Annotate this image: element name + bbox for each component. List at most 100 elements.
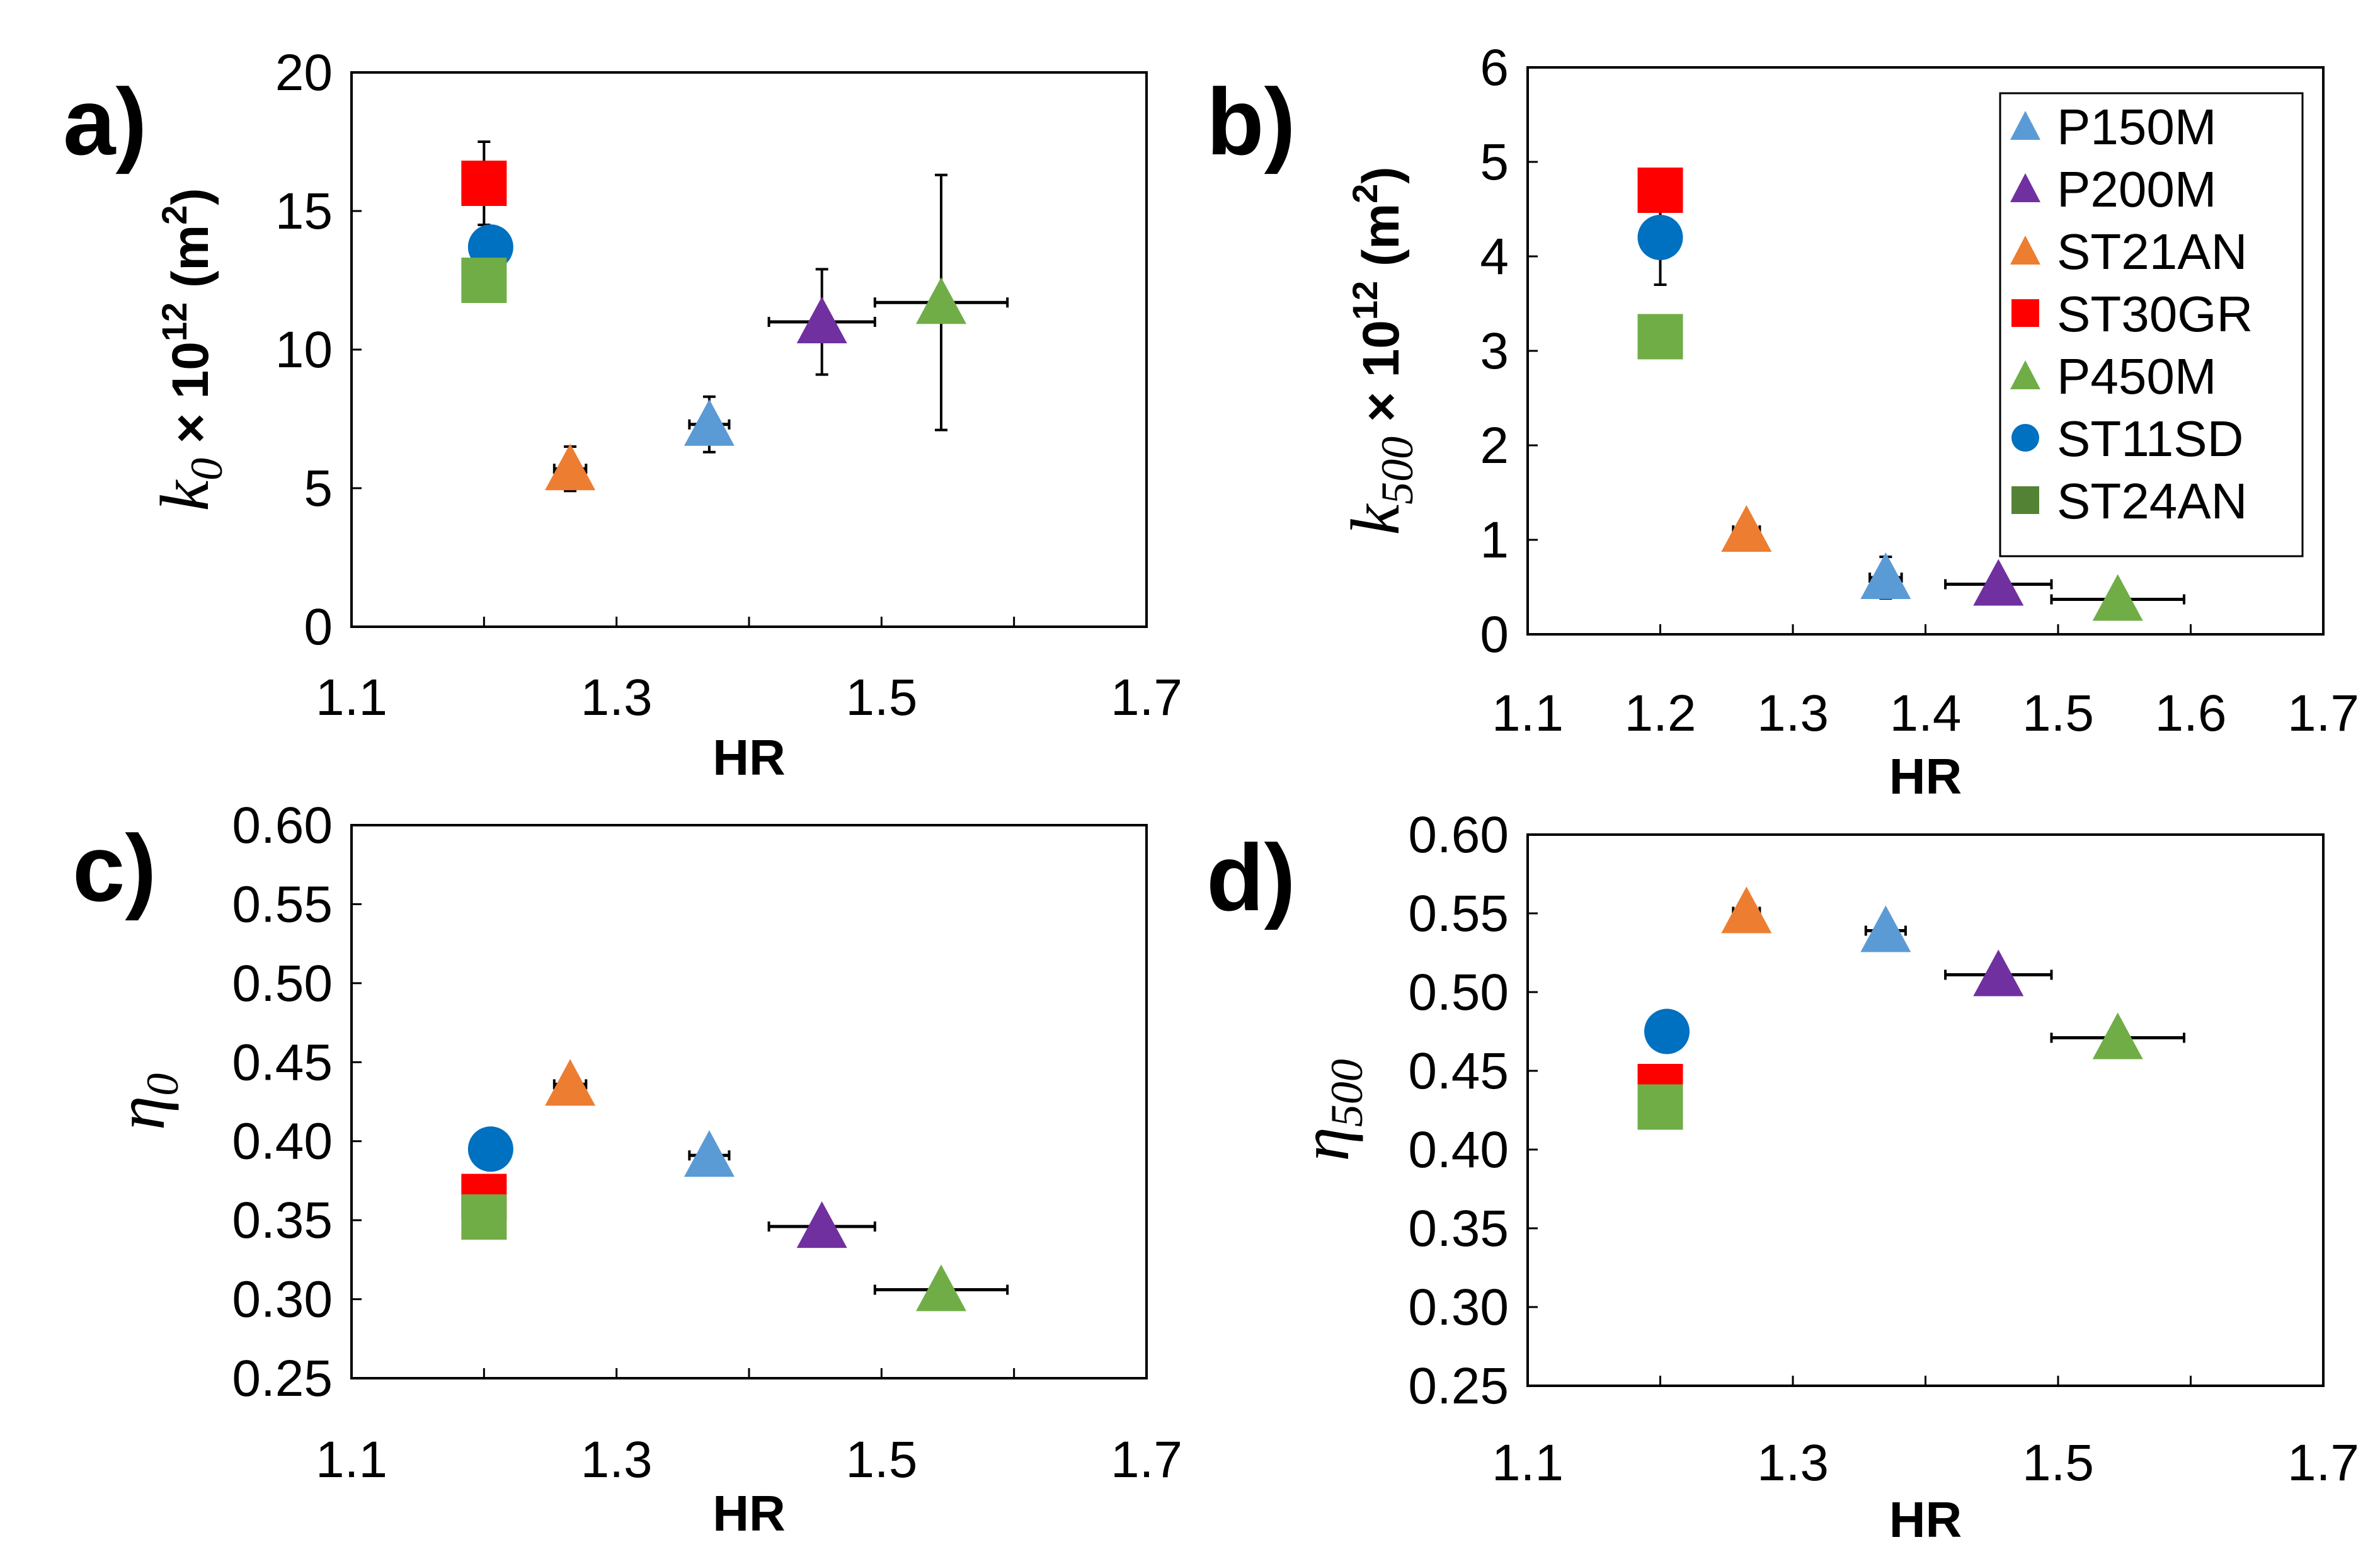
- plot-frame: [350, 71, 1148, 628]
- y-tick-label: 6: [1480, 39, 1509, 96]
- y-tick-label: 0.40: [1408, 1121, 1509, 1179]
- y-tick-label: 0.25: [232, 1350, 333, 1407]
- y-tick-label: 0.40: [232, 1113, 333, 1170]
- panel-label: a): [63, 69, 147, 174]
- y-axis-label: η0: [102, 1073, 188, 1131]
- data-point-st21an: [545, 443, 596, 491]
- legend-label-p450m: P450M: [2057, 348, 2216, 404]
- legend-marker-st24an: [2011, 486, 2039, 514]
- y-axis-label: k500 × 1012 (m2): [1337, 166, 1422, 535]
- x-tick-label: 1.5: [845, 1431, 917, 1488]
- x-tick-label: 1.3: [1757, 1434, 1829, 1492]
- x-tick-label: 1.5: [2022, 1434, 2094, 1492]
- x-tick-label: 1.4: [1890, 685, 1962, 742]
- y-tick-label: 0.55: [1408, 885, 1509, 942]
- data-point-st30gr: [1637, 168, 1683, 213]
- legend-marker-st21an: [2010, 236, 2040, 265]
- legend-marker-p200m: [2010, 173, 2040, 202]
- legend-label-p150m: P150M: [2057, 99, 2216, 155]
- y-tick-label: 0.50: [232, 955, 333, 1012]
- y-tick-label: 0.60: [1408, 806, 1509, 864]
- data-point-st24an: [1637, 314, 1683, 360]
- y-axis-label: η500: [1286, 1059, 1372, 1162]
- data-point-p150m: [1860, 905, 1911, 952]
- data-point-st24an: [1637, 1084, 1683, 1130]
- legend-box: [1999, 92, 2304, 557]
- x-tick-label: 1.1: [316, 1431, 387, 1488]
- data-point-p200m: [796, 297, 847, 343]
- data-point-st21an: [1721, 886, 1772, 934]
- y-tick-label: 0.55: [232, 876, 333, 933]
- legend-marker-p150m: [2010, 111, 2040, 140]
- y-tick-label: 5: [1480, 134, 1509, 191]
- x-axis-label: HR: [712, 729, 786, 785]
- legend-label-st21an: ST21AN: [2057, 224, 2247, 280]
- x-tick-label: 1.1: [1492, 685, 1564, 742]
- legend-marker-st11sd: [2011, 424, 2039, 452]
- x-tick-label: 1.7: [2287, 685, 2359, 742]
- panel-label: c): [72, 815, 156, 921]
- y-tick-label: 10: [275, 321, 333, 379]
- x-tick-label: 1.7: [2287, 1434, 2359, 1492]
- legend-label-st30gr: ST30GR: [2057, 286, 2253, 342]
- panel-d: 1.1 1.3 1.5 1.7 0.25 0.30 0.35 0.40 0.45 0.50 0.55…: [1206, 806, 2359, 1548]
- data-point-st11sd: [467, 1126, 513, 1172]
- panel-a: 1.1 1.3 1.5 1.7 0 5 10 15 20 HR a) k0 × 1012 (m2): [63, 44, 1182, 785]
- data-point-p150m: [684, 1130, 735, 1177]
- data-point-p150m: [684, 399, 735, 446]
- panel-label: d): [1206, 825, 1296, 930]
- data-point-p200m: [1973, 559, 2024, 606]
- legend-label-st24an: ST24AN: [2057, 473, 2247, 529]
- data-point-st11sd: [1637, 215, 1683, 260]
- y-tick-label: 2: [1480, 417, 1509, 474]
- y-tick-label: 0.50: [1408, 964, 1509, 1021]
- data-point-st21an: [1721, 505, 1772, 552]
- x-tick-label: 1.3: [1757, 685, 1829, 742]
- y-tick-label: 1: [1480, 511, 1509, 569]
- y-tick-label: 3: [1480, 323, 1509, 380]
- legend: P150M P200M ST21AN ST30GR P450M ST11SD ST24AN: [1999, 92, 2304, 557]
- x-tick-label: 1.3: [581, 669, 653, 726]
- data-point-st21an: [545, 1059, 596, 1106]
- legend-marker-p450m: [2010, 360, 2040, 389]
- y-tick-label: 20: [275, 44, 333, 101]
- legend-label-st11sd: ST11SD: [2057, 411, 2243, 467]
- y-tick-label: 0.35: [232, 1192, 333, 1249]
- x-tick-label: 1.3: [581, 1431, 653, 1488]
- x-tick-label: 1.2: [1625, 685, 1696, 742]
- data-point-p450m: [915, 1264, 966, 1311]
- x-tick-label: 1.5: [2022, 685, 2094, 742]
- y-tick-label: 5: [304, 460, 333, 517]
- data-point-p450m: [2092, 574, 2143, 621]
- x-tick-label: 1.6: [2155, 685, 2227, 742]
- y-tick-label: 0: [304, 598, 333, 656]
- y-axis-label: k0 × 1012 (m2): [146, 188, 232, 511]
- panel-b: 1.1 1.2 1.3 1.4 1.5 1.6 1.7 0 1 2 3 4 5 6 HR b) k500 × 1…: [1206, 39, 2359, 804]
- data-point-st24an: [461, 258, 507, 303]
- x-axis-label: HR: [712, 1485, 786, 1541]
- data-point-st11sd: [1644, 1008, 1690, 1054]
- data-point-p200m: [796, 1201, 847, 1248]
- y-tick-label: 0: [1480, 606, 1509, 663]
- x-tick-label: 1.1: [1492, 1434, 1564, 1492]
- x-axis-label: HR: [1889, 1492, 1962, 1548]
- panel-c: 1.1 1.3 1.5 1.7 0.25 0.30 0.35 0.40 0.45 0.50 0.55…: [72, 797, 1182, 1541]
- y-tick-label: 0.25: [1408, 1357, 1509, 1415]
- data-point-st24an: [461, 1194, 507, 1240]
- data-point-st30gr: [461, 161, 507, 206]
- y-tick-label: 0.45: [1408, 1042, 1509, 1100]
- x-tick-label: 1.7: [1111, 1431, 1182, 1488]
- x-tick-label: 1.1: [316, 669, 387, 726]
- y-tick-label: 4: [1480, 228, 1509, 285]
- legend-marker-st30gr: [2011, 299, 2039, 327]
- y-tick-label: 15: [275, 183, 333, 240]
- panel-label: b): [1206, 69, 1296, 174]
- data-point-p450m: [915, 277, 966, 324]
- y-tick-label: 0.45: [232, 1034, 333, 1091]
- y-tick-label: 0.35: [1408, 1200, 1509, 1257]
- x-tick-label: 1.7: [1111, 669, 1182, 726]
- y-tick-label: 0.30: [1408, 1279, 1509, 1336]
- y-tick-label: 0.30: [232, 1271, 333, 1328]
- y-tick-label: 0.60: [232, 797, 333, 854]
